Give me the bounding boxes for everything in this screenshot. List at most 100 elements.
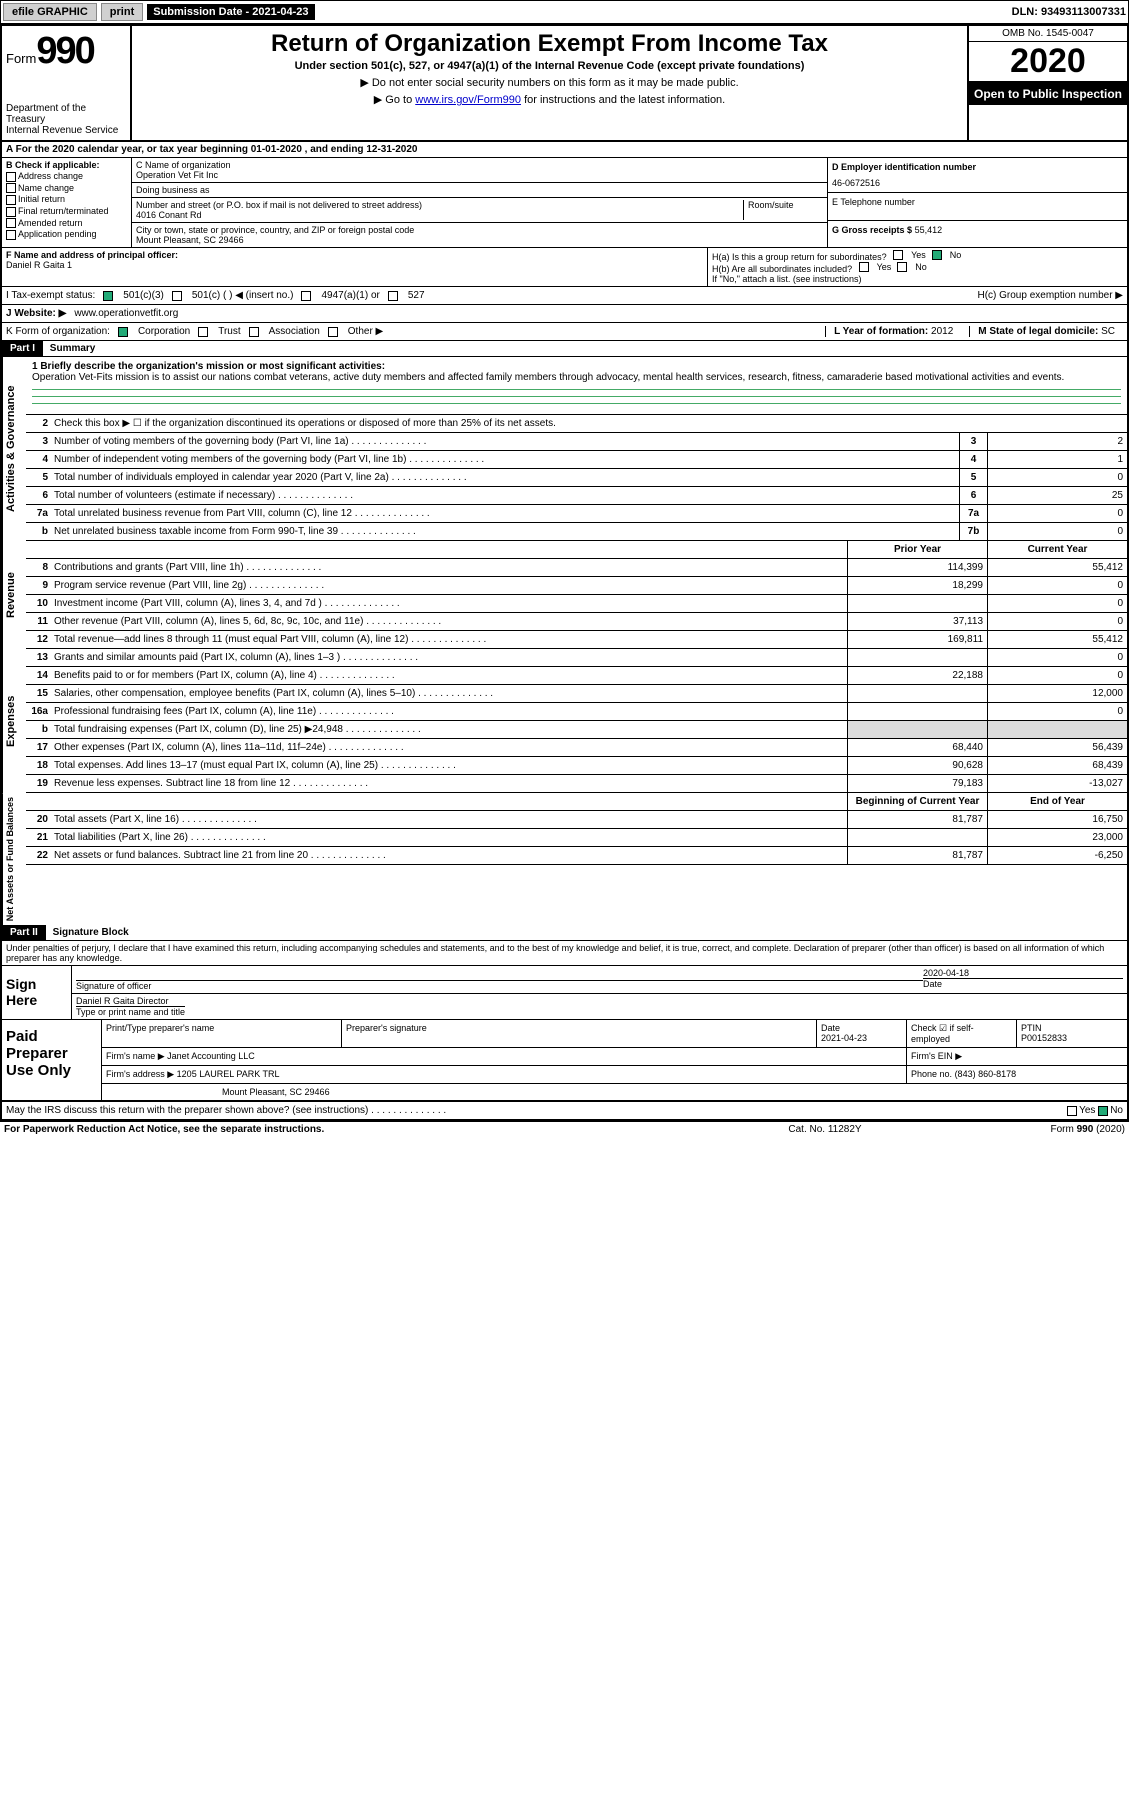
prior-15: [847, 685, 987, 702]
discuss-row: May the IRS discuss this return with the…: [2, 1102, 1127, 1120]
curr-20: 16,750: [987, 811, 1127, 828]
gross-label: G Gross receipts $: [832, 225, 912, 235]
gross-value: 55,412: [915, 225, 943, 235]
line-11: Other revenue (Part VIII, column (A), li…: [52, 614, 847, 629]
year-formation: 2012: [931, 326, 953, 337]
irs-link[interactable]: www.irs.gov/Form990: [415, 94, 521, 106]
prior-18: 90,628: [847, 757, 987, 774]
side-governance: Activities & Governance: [2, 357, 26, 541]
line-21: Total liabilities (Part X, line 26): [52, 830, 847, 845]
form-subtitle: Under section 501(c), 527, or 4947(a)(1)…: [138, 60, 961, 72]
hc-label: H(c) Group exemption number ▶: [977, 290, 1123, 301]
curr-11: 0: [987, 613, 1127, 630]
cb-501c3[interactable]: [103, 291, 113, 301]
line-17: Other expenses (Part IX, column (A), lin…: [52, 740, 847, 755]
part2-header: Part II Signature Block: [2, 925, 1127, 941]
city: Mount Pleasant, SC 29466: [136, 235, 823, 245]
cb-trust[interactable]: [198, 327, 208, 337]
curr-15: 12,000: [987, 685, 1127, 702]
val-3: 2: [987, 433, 1127, 450]
prior-14: 22,188: [847, 667, 987, 684]
cb-app-pending[interactable]: Application pending: [6, 229, 127, 240]
line-6: Total number of volunteers (estimate if …: [52, 488, 959, 503]
sign-here: Sign Here Signature of officer 2020-04-1…: [2, 966, 1127, 1020]
cb-amended[interactable]: Amended return: [6, 218, 127, 229]
line-19: Revenue less expenses. Subtract line 18 …: [52, 776, 847, 791]
firm-city: Mount Pleasant, SC 29466: [102, 1084, 1127, 1100]
line-13: Grants and similar amounts paid (Part IX…: [52, 650, 847, 665]
block-bcde: B Check if applicable: Address change Na…: [2, 158, 1127, 248]
room-label: Room/suite: [743, 200, 823, 220]
prior-b: [847, 721, 987, 738]
row-fh: F Name and address of principal officer:…: [2, 248, 1127, 287]
form-org-label: K Form of organization:: [6, 326, 110, 337]
ha-label: H(a) Is this a group return for subordin…: [712, 252, 887, 262]
cb-other[interactable]: [328, 327, 338, 337]
form-title: Return of Organization Exempt From Incom…: [138, 30, 961, 58]
prior-9: 18,299: [847, 577, 987, 594]
line-18: Total expenses. Add lines 13–17 (must eq…: [52, 758, 847, 773]
dba-label: Doing business as: [136, 185, 823, 195]
prior-8: 114,399: [847, 559, 987, 576]
cat-no: Cat. No. 11282Y: [725, 1124, 925, 1135]
mission-label: 1 Briefly describe the organization's mi…: [32, 361, 385, 372]
cb-final-return[interactable]: Final return/terminated: [6, 206, 127, 217]
val-5: 0: [987, 469, 1127, 486]
line-9: Program service revenue (Part VIII, line…: [52, 578, 847, 593]
firm-ein-lbl: Firm's EIN ▶: [907, 1048, 1127, 1065]
dln-label: DLN: 93493113007331: [1012, 6, 1126, 18]
firm-phone: (843) 860-8178: [955, 1069, 1017, 1079]
prior-16a: [847, 703, 987, 720]
sig-date-label: Date: [923, 978, 1123, 989]
cb-initial-return[interactable]: Initial return: [6, 194, 127, 205]
cb-527[interactable]: [388, 291, 398, 301]
prior-11: 37,113: [847, 613, 987, 630]
sig-name: Daniel R Gaita Director: [76, 996, 185, 1006]
cb-corp[interactable]: [118, 327, 128, 337]
cb-address-change[interactable]: Address change: [6, 171, 127, 182]
part1-title: Summary: [46, 341, 100, 356]
cb-name-change[interactable]: Name change: [6, 183, 127, 194]
submission-date: Submission Date - 2021-04-23: [147, 4, 314, 20]
prior-21: [847, 829, 987, 846]
line-20: Total assets (Part X, line 16): [52, 812, 847, 827]
efile-label: efile GRAPHIC: [3, 3, 97, 21]
street-label: Number and street (or P.O. box if mail i…: [136, 200, 743, 210]
ssn-note: ▶ Do not enter social security numbers o…: [138, 76, 961, 89]
penalty-text: Under penalties of perjury, I declare th…: [2, 941, 1127, 966]
cb-501c[interactable]: [172, 291, 182, 301]
line-12: Total revenue—add lines 8 through 11 (mu…: [52, 632, 847, 647]
prep-sig-lbl: Preparer's signature: [342, 1020, 817, 1047]
org-name-label: C Name of organization: [136, 160, 823, 170]
irs-label: Internal Revenue Service: [6, 125, 126, 136]
print-button[interactable]: print: [101, 3, 143, 21]
firm-addr: 1205 LAUREL PARK TRL: [177, 1069, 280, 1079]
side-net: Net Assets or Fund Balances: [2, 793, 26, 925]
top-toolbar: efile GRAPHIC print Submission Date - 20…: [0, 0, 1129, 24]
curr-10: 0: [987, 595, 1127, 612]
curr-19: -13,027: [987, 775, 1127, 792]
curr-9: 0: [987, 577, 1127, 594]
dept-treasury: Department of the Treasury: [6, 103, 126, 125]
hdr-prior: Prior Year: [847, 541, 987, 558]
city-label: City or town, state or province, country…: [136, 225, 823, 235]
cb-assoc[interactable]: [249, 327, 259, 337]
prep-date: 2021-04-23: [821, 1033, 867, 1043]
org-name: Operation Vet Fit Inc: [136, 170, 823, 180]
line-10: Investment income (Part VIII, column (A)…: [52, 596, 847, 611]
line2: Check this box ▶ ☐ if the organization d…: [52, 416, 1127, 431]
prep-name-lbl: Print/Type preparer's name: [102, 1020, 342, 1047]
header-right: OMB No. 1545-0047 2020 Open to Public In…: [967, 26, 1127, 140]
curr-18: 68,439: [987, 757, 1127, 774]
curr-12: 55,412: [987, 631, 1127, 648]
state-domicile: SC: [1101, 326, 1115, 337]
val-b: 0: [987, 523, 1127, 540]
cb-4947[interactable]: [301, 291, 311, 301]
hdr-end: End of Year: [987, 793, 1127, 810]
expenses-section: Expenses 13Grants and similar amounts pa…: [2, 649, 1127, 793]
netassets-section: Net Assets or Fund Balances Beginning of…: [2, 793, 1127, 925]
street: 4016 Conant Rd: [136, 210, 743, 220]
paid-label: Paid Preparer Use Only: [2, 1020, 102, 1100]
prior-17: 68,440: [847, 739, 987, 756]
line-b: Total fundraising expenses (Part IX, col…: [52, 722, 847, 737]
